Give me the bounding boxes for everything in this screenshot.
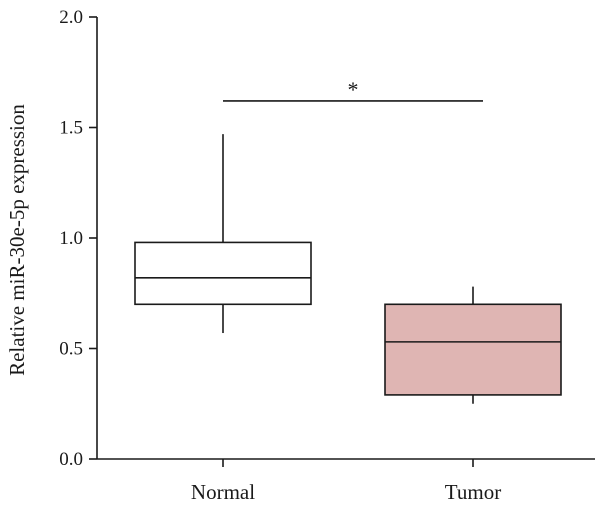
y-tick-label: 1.5 xyxy=(59,118,83,139)
x-axis: Normal Tumor xyxy=(97,458,595,504)
x-tick-label-normal: Normal xyxy=(191,480,255,504)
y-axis-title: Relative miR-30e-5p expression xyxy=(5,104,29,376)
significance-annotation: * xyxy=(223,77,483,102)
y-tick-label: 1.0 xyxy=(59,228,83,249)
y-axis: 0.0 0.5 1.0 1.5 2.0 xyxy=(59,7,98,470)
iqr-box xyxy=(384,303,562,396)
iqr-box xyxy=(134,241,312,306)
y-tick-label: 0.5 xyxy=(59,339,83,360)
y-tick-label: 2.0 xyxy=(59,7,83,28)
box-normal xyxy=(134,134,312,334)
box-tumor xyxy=(384,286,562,404)
y-tick-label: 0.0 xyxy=(59,449,83,470)
x-tick-label-tumor: Tumor xyxy=(445,480,501,504)
significance-label: * xyxy=(348,77,359,102)
